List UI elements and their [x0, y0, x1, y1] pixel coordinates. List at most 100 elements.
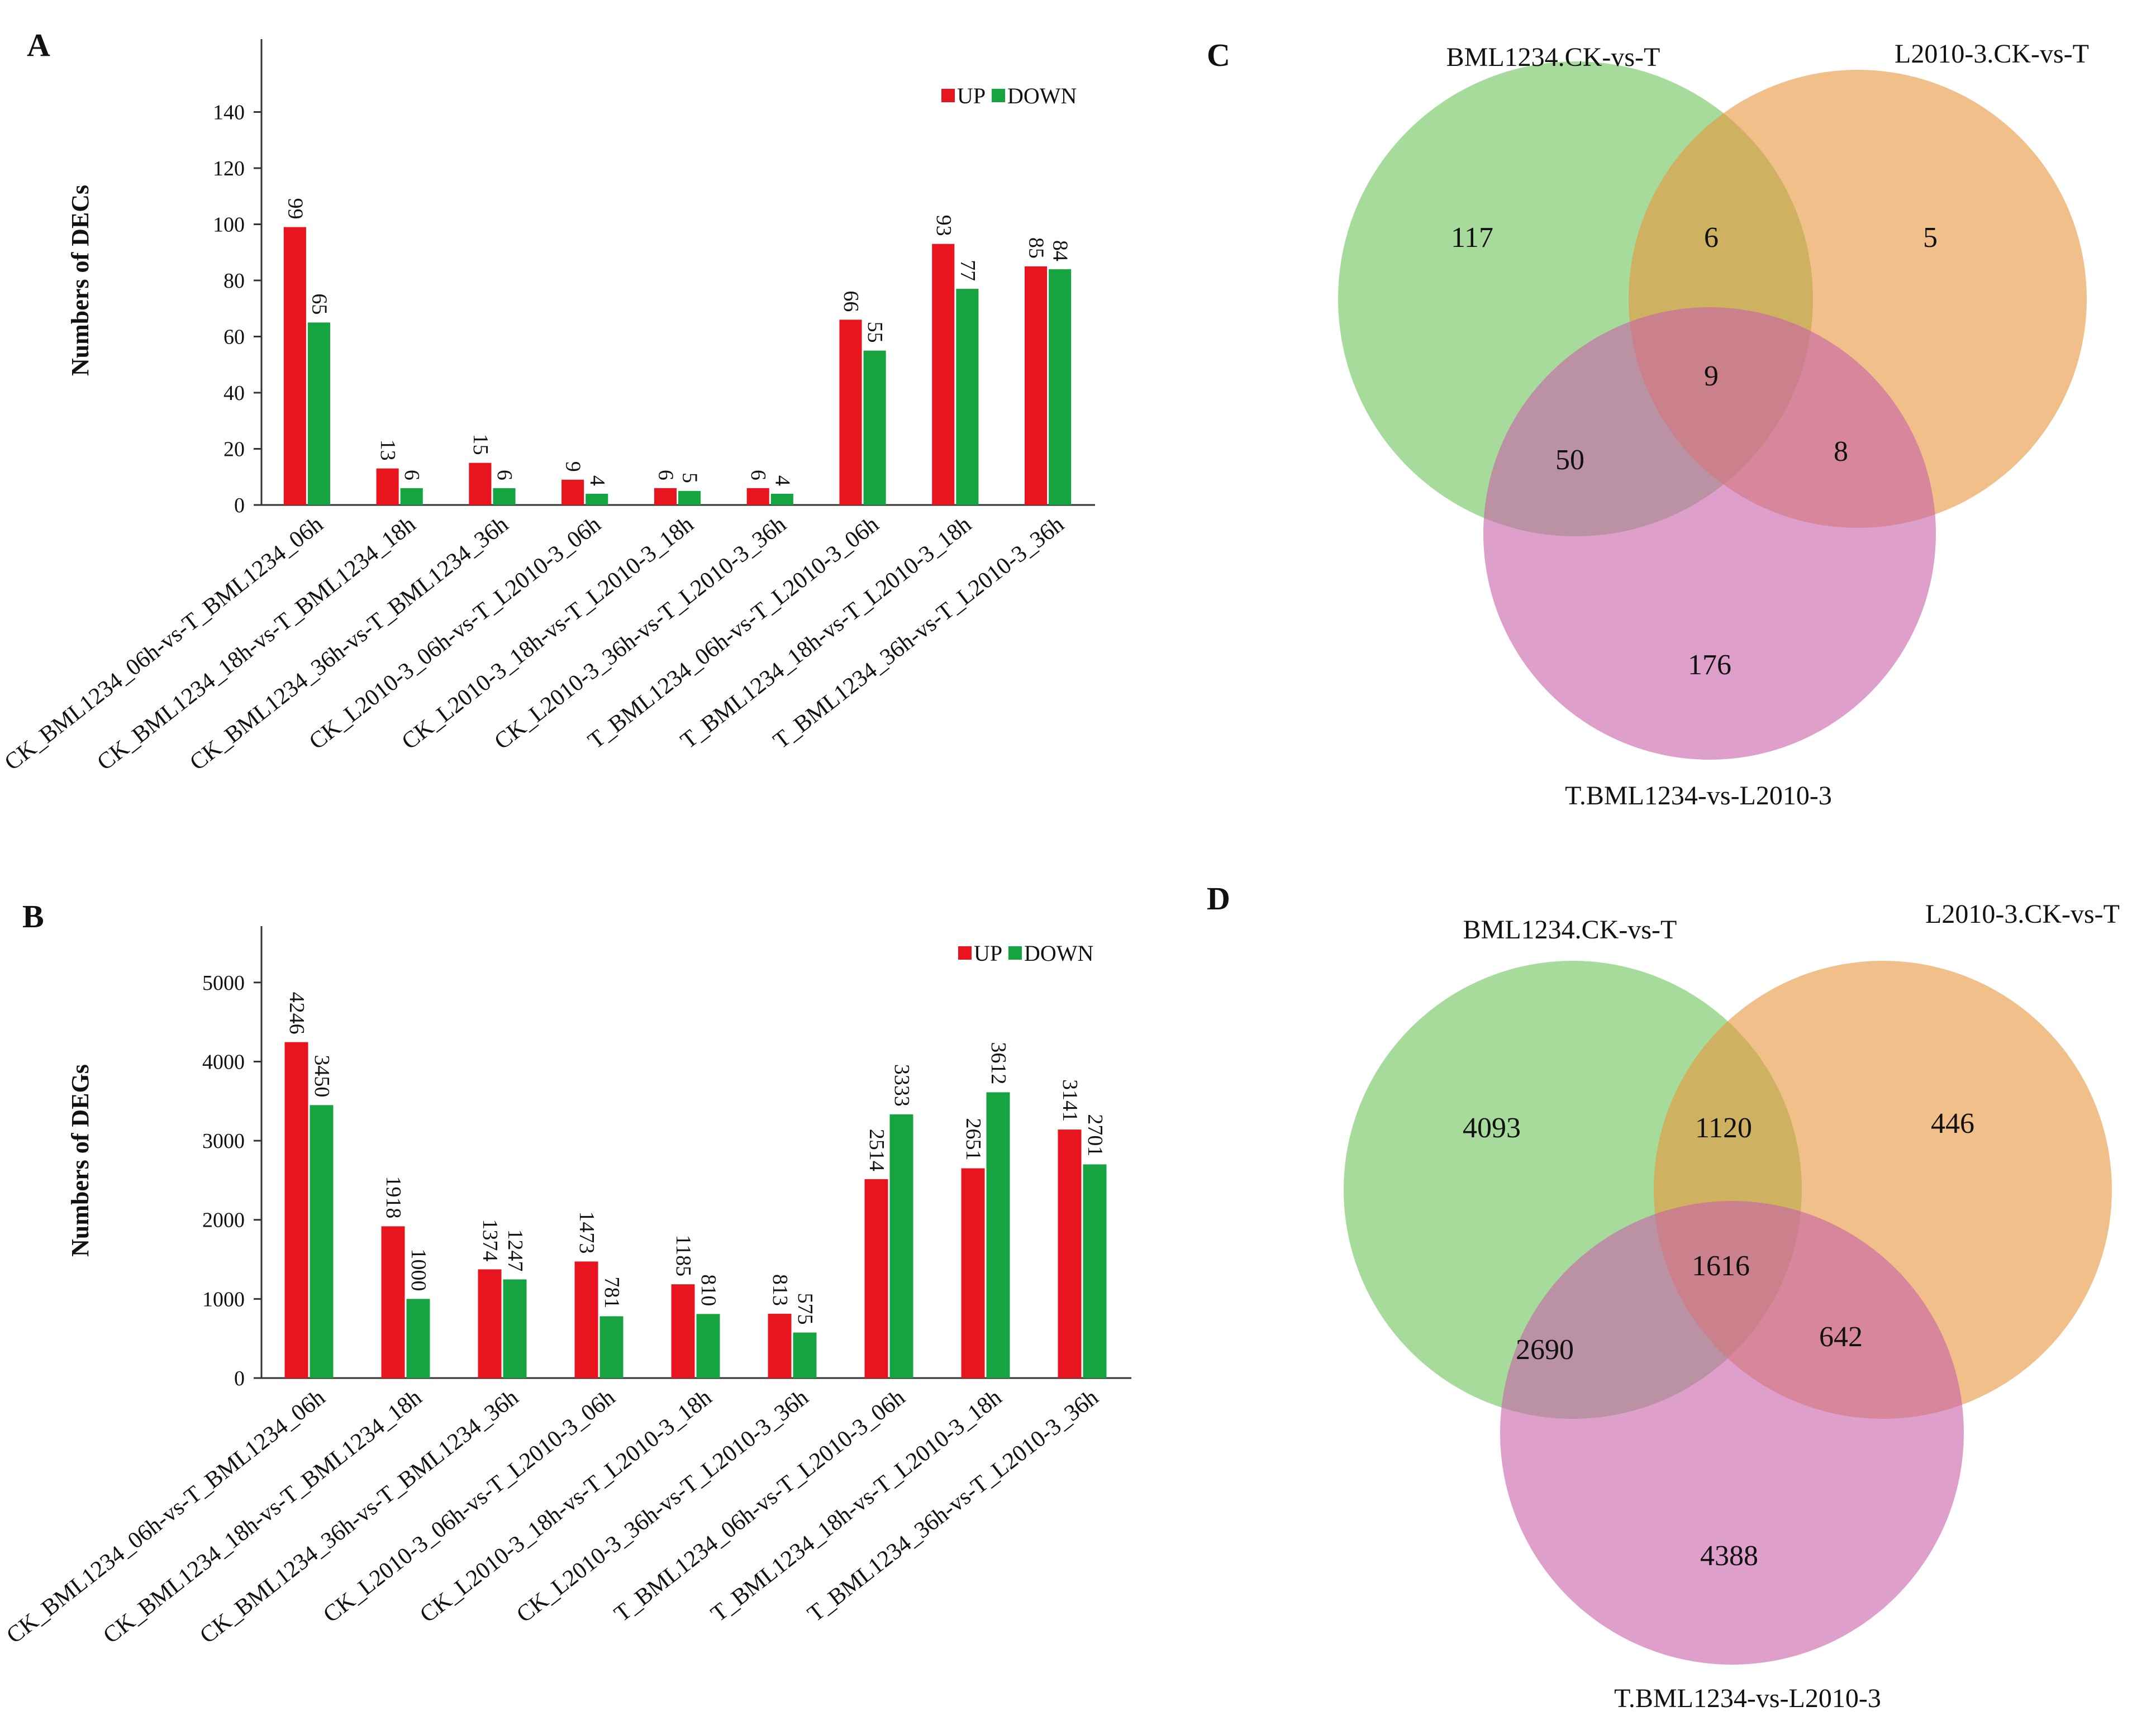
- category-label: CK_BML1234_06h-vs-T_BML1234_06h: [0, 512, 328, 776]
- legend-swatch: [992, 89, 1005, 102]
- bar-up: [381, 1226, 405, 1378]
- y-tick-label: 60: [223, 326, 245, 349]
- venn-set-label: T.BML1234-vs-L2010-3: [1565, 781, 1832, 811]
- bar-up: [746, 488, 769, 505]
- bar-value-label: 93: [932, 215, 955, 236]
- bar-value-label: 6: [746, 470, 770, 480]
- bar-value-label: 5: [678, 473, 702, 483]
- venn-region-count: 8: [1834, 436, 1848, 468]
- bar-value-label: 2514: [865, 1129, 888, 1171]
- panel-d: D BML1234.CK-vs-T L2010-3.CK-vs-T T.BML123…: [1207, 880, 2120, 1713]
- bar-up: [1025, 266, 1048, 505]
- bar-up: [961, 1168, 985, 1378]
- bar-up: [283, 227, 306, 505]
- venn-set-label: T.BML1234-vs-L2010-3: [1614, 1684, 1881, 1713]
- bar-up: [839, 320, 862, 505]
- bar-value-label: 4246: [285, 992, 308, 1035]
- y-axis-label: Numbers of DECs: [66, 185, 94, 376]
- legend-label: DOWN: [1024, 941, 1093, 966]
- bar-up: [469, 463, 492, 505]
- venn-region-count: 50: [1555, 444, 1584, 476]
- bar-value-label: 1185: [672, 1235, 695, 1277]
- bar-value-label: 2701: [1083, 1114, 1107, 1156]
- y-tick-label: 4000: [202, 1050, 245, 1074]
- legend-swatch: [1008, 946, 1022, 960]
- y-tick-label: 2000: [202, 1209, 245, 1232]
- venn-set-label: L2010-3.CK-vs-T: [1895, 39, 2089, 69]
- venn-region-count: 9: [1704, 360, 1719, 392]
- bar-down: [863, 350, 886, 505]
- panel-b-label: B: [22, 898, 44, 935]
- bar-down: [678, 490, 701, 505]
- venn-region-count: 6: [1704, 222, 1719, 254]
- venn-set-label: BML1234.CK-vs-T: [1446, 42, 1660, 72]
- bar-value-label: 66: [839, 290, 863, 312]
- bar-down: [1049, 269, 1072, 505]
- bar-value-label: 55: [863, 322, 887, 343]
- bar-up: [478, 1269, 502, 1378]
- bar-value-label: 6: [493, 470, 516, 480]
- y-tick-label: 80: [223, 269, 245, 293]
- bar-up: [284, 1042, 308, 1378]
- venn-region-count: 4388: [1700, 1540, 1758, 1572]
- panel-c-label: C: [1207, 37, 1230, 73]
- bar-down: [586, 493, 608, 505]
- bar-down: [956, 289, 979, 505]
- bar-value-label: 1247: [503, 1229, 527, 1271]
- bar-value-label: 65: [307, 293, 331, 314]
- bar-value-label: 6: [654, 470, 677, 480]
- bar-down: [696, 1314, 720, 1378]
- venn-set-label: BML1234.CK-vs-T: [1463, 915, 1677, 945]
- venn-region-count: 5: [1923, 222, 1938, 254]
- bar-down: [793, 1332, 817, 1378]
- venn-set-circle: [1500, 1201, 1964, 1665]
- bar-chart-a: 0 20 40 60 80 100 120 140 Numbers of DECs UP DOWN 9…: [0, 39, 1095, 776]
- y-tick-label: 5000: [202, 971, 245, 995]
- legend-label: DOWN: [1007, 83, 1077, 108]
- bar-value-label: 810: [697, 1274, 720, 1306]
- bar-up: [1058, 1129, 1082, 1378]
- bar-value-label: 13: [376, 440, 399, 461]
- bar-value-label: 99: [283, 198, 307, 220]
- bar-down: [889, 1114, 913, 1378]
- bar-value-label: 3612: [987, 1042, 1010, 1084]
- bar-down: [599, 1316, 624, 1378]
- y-tick-label: 40: [223, 382, 245, 405]
- bar-value-label: 1000: [407, 1248, 430, 1291]
- legend-swatch: [941, 89, 955, 102]
- bar-value-label: 85: [1025, 237, 1048, 259]
- bar-down: [770, 493, 793, 505]
- y-tick-label: 140: [213, 101, 245, 125]
- bar-value-label: 1473: [575, 1211, 598, 1253]
- venn-region-count: 2690: [1516, 1334, 1574, 1366]
- venn-region-count: 117: [1451, 222, 1493, 254]
- bar-value-label: 3141: [1058, 1079, 1082, 1122]
- bar-up: [561, 479, 584, 505]
- y-tick-label: 20: [223, 438, 245, 461]
- y-tick-label: 120: [213, 157, 245, 180]
- bar-up: [864, 1179, 888, 1378]
- bar-value-label: 6: [400, 470, 423, 480]
- panel-c: C BML1234.CK-vs-T L2010-3.CK-vs-T T.BML123…: [1207, 37, 2089, 811]
- legend: UP DOWN: [958, 941, 1093, 966]
- bar-value-label: 1918: [382, 1176, 405, 1218]
- y-tick-label: 1000: [202, 1288, 245, 1311]
- bar-up: [654, 488, 677, 505]
- bar-down: [307, 322, 330, 505]
- legend: UP DOWN: [941, 83, 1077, 108]
- bar-value-label: 77: [956, 260, 979, 281]
- bar-up: [574, 1261, 598, 1378]
- venn-region-count: 4093: [1463, 1112, 1521, 1144]
- bar-value-label: 3333: [890, 1064, 913, 1107]
- bar-up: [671, 1284, 695, 1378]
- venn-diagram-c: BML1234.CK-vs-T L2010-3.CK-vs-T T.BML1234-…: [1338, 39, 2089, 811]
- bar-value-label: 4: [770, 475, 794, 486]
- venn-region-count: 1120: [1695, 1112, 1752, 1144]
- bar-down: [310, 1105, 334, 1378]
- venn-region-count: 176: [1688, 649, 1731, 681]
- panel-d-label: D: [1207, 880, 1230, 917]
- legend-label: UP: [957, 83, 986, 108]
- y-tick-label: 3000: [202, 1129, 245, 1153]
- bar-down: [493, 488, 516, 505]
